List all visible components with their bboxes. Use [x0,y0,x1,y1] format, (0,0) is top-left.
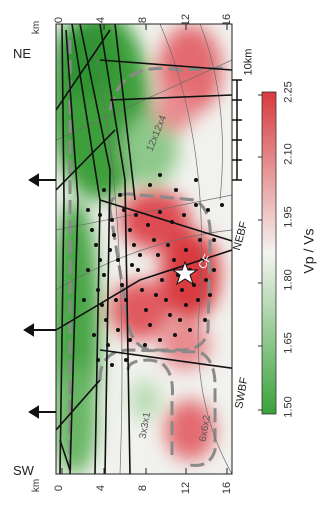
resolution-boxes [68,40,226,470]
fault-line [79,24,111,474]
axis-ticks [61,24,228,474]
dashed-box-12x12x4 [108,66,226,111]
fault-line [99,59,232,71]
colorbar-tick-label: 1.65 [282,332,295,354]
fault-line [56,129,116,191]
dashed-box-3x3x1 [126,358,174,455]
fault-line [99,24,131,474]
swbf-fault-line [99,349,232,370]
fault-lines [56,24,232,474]
hypocenters [82,173,224,367]
dashed-box-6x6x2 [98,348,217,467]
fault-line [65,29,79,474]
colorbar-tick-label: 1.80 [282,269,295,291]
scale-bar [232,79,242,181]
map-border [55,23,233,475]
fault-line [56,379,101,431]
corner-label-ne: NE [13,46,32,61]
colorbar-tick-label: 2.10 [282,143,295,165]
fault-line [59,439,71,471]
cf-star-icon [171,260,199,286]
colorbar-title: Vp / Vs [300,228,317,274]
fault-line [114,24,136,201]
colorbar-tick-label: 1.95 [282,206,295,228]
colorbar [261,91,277,415]
scale-bar-label: 10km [242,48,255,76]
fault-line [109,94,232,101]
fault-line [59,24,65,474]
fault-line [56,29,111,111]
colorbar-tick-label: 2.25 [282,81,295,103]
corner-label-sw: SW [13,463,34,478]
colorbar-ticks [258,94,262,411]
colorbar-tick-label: 1.50 [282,396,295,418]
profile-arrows [23,173,56,419]
dashed-box-inner [108,192,212,352]
